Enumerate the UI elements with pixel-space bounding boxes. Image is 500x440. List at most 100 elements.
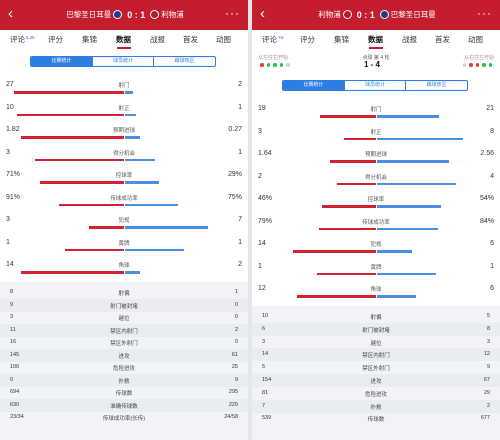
- shootout-left-note: 从左往右开始: [258, 55, 289, 61]
- tab-label: 首发: [183, 35, 198, 44]
- segment-0[interactable]: 比赛统计: [283, 81, 344, 90]
- stat-home-value: 1: [258, 262, 262, 270]
- list-item: 10 射偏 5: [252, 310, 500, 323]
- penalty-dot: [475, 63, 479, 67]
- more-icon[interactable]: ···: [477, 6, 492, 20]
- list-item: 7 扑救 2: [252, 399, 500, 413]
- list-stat-name: 射偏: [118, 291, 130, 297]
- more-icon[interactable]: ···: [225, 6, 240, 20]
- active-tab-indicator: [369, 47, 383, 49]
- stat-home-value: 1.64: [258, 150, 272, 157]
- stat-away-value: 6: [490, 285, 494, 292]
- stat-row: 19 射门 21: [252, 104, 500, 124]
- tab-label: 评论: [262, 35, 277, 44]
- home-stat-bar: [297, 295, 376, 298]
- stat-home-value: 27: [6, 81, 14, 88]
- segment-1[interactable]: 球员统计: [343, 81, 406, 90]
- stat-row: 1 黄牌 1: [252, 262, 500, 282]
- left-screen: ‹ 巴黎圣日耳曼 0 : 1 利物浦 ··· 评论6.2k 评分 集锦 数据 战报 首发 动图比赛统计…: [0, 0, 248, 440]
- stat-name: 射正: [370, 129, 382, 136]
- penalty-dot: [482, 63, 486, 67]
- match-title: 巴黎圣日耳曼 0 : 1 利物浦: [26, 9, 224, 20]
- stat-away-value: 8: [490, 127, 494, 135]
- stat-name: 控球率: [115, 173, 133, 179]
- list-home-value: 3: [262, 338, 266, 345]
- stat-home-value: 3: [6, 148, 10, 156]
- list-stat-name: 危险进攻: [112, 366, 135, 372]
- home-stat-bar: [322, 205, 376, 208]
- list-home-value: 3: [10, 314, 14, 320]
- list-home-value: 145: [10, 351, 20, 358]
- tab-6[interactable]: 动图: [468, 34, 483, 45]
- tab-4[interactable]: 战报: [150, 34, 165, 45]
- away-stat-bar: [125, 203, 178, 206]
- list-stat-name: 禁区内射门: [110, 328, 138, 335]
- stat-home-value: 1: [6, 238, 10, 246]
- list-away-value: 0: [234, 301, 238, 308]
- tab-1[interactable]: 评分: [300, 34, 315, 45]
- list-stat-name: 禁区外射门: [110, 341, 138, 347]
- tab-label: 数据: [116, 35, 131, 44]
- tab-5[interactable]: 首发: [183, 34, 198, 45]
- list-stat-name: 准确传球数: [110, 403, 138, 410]
- tab-label: 集锦: [334, 35, 349, 44]
- tab-0[interactable]: 评论6.2k: [10, 34, 35, 45]
- away-stat-bar: [125, 226, 208, 229]
- list-item: 145 进攻 61: [0, 348, 248, 362]
- home-penalty-dots: [260, 63, 290, 67]
- stat-name: 黄牌: [118, 240, 130, 247]
- tab-3[interactable]: 数据: [116, 34, 131, 45]
- penalty-dot: [286, 63, 290, 67]
- penalty-dot: [260, 63, 264, 67]
- away-stat-bar: [377, 205, 441, 208]
- tab-bar: 评论7w 评分 集锦 数据 战报 首发 动图: [252, 30, 500, 52]
- stat-home-value: 12: [258, 285, 266, 292]
- tab-2[interactable]: 集锦: [82, 34, 97, 45]
- list-stat-name: 进攻: [118, 353, 130, 360]
- list-stat-name: 越位: [370, 340, 382, 347]
- tab-0[interactable]: 评论7w: [262, 34, 284, 45]
- tab-3[interactable]: 数据: [368, 34, 383, 45]
- penalty-dot: [462, 63, 466, 67]
- segment-0[interactable]: 比赛统计: [31, 57, 92, 66]
- segment-1[interactable]: 球员统计: [91, 57, 154, 66]
- stat-away-value: 1: [238, 103, 242, 111]
- tab-label: 动图: [216, 35, 231, 44]
- match-header: ‹ 巴黎圣日耳曼 0 : 1 利物浦 ···: [0, 0, 248, 30]
- list-stat-name: 进攻: [370, 379, 382, 385]
- penalty-dot: [488, 63, 492, 67]
- stat-away-value: 84%: [479, 217, 494, 225]
- tab-1[interactable]: 评分: [48, 34, 63, 45]
- match-title: 利物浦 0 : 1 巴黎圣日耳曼: [278, 9, 476, 20]
- list-stat-name: 越位: [118, 316, 130, 322]
- list-away-value: 5: [486, 313, 490, 319]
- tab-5[interactable]: 首发: [435, 34, 450, 45]
- tab-2[interactable]: 集锦: [334, 34, 349, 45]
- stat-away-value: 1: [238, 238, 242, 246]
- list-home-value: 539: [262, 415, 272, 422]
- stat-row: 91% 传球成功率 75%: [0, 193, 248, 213]
- home-stat-bar: [293, 250, 376, 253]
- home-stat-bar: [330, 160, 376, 163]
- stat-home-value: 79%: [258, 217, 273, 225]
- tab-4[interactable]: 战报: [402, 34, 417, 45]
- home-crest-icon: [342, 10, 352, 19]
- tab-label: 评论: [10, 35, 25, 44]
- list-item: 11 禁区内射门 2: [0, 323, 248, 337]
- list-stat-name: 扑救: [118, 378, 130, 385]
- stat-name: 预期进球: [112, 128, 135, 134]
- stat-away-value: 75%: [227, 193, 242, 201]
- active-tab-indicator: [117, 47, 131, 49]
- segment-2[interactable]: 踢球热区: [153, 57, 215, 66]
- away-penalty-dots: [462, 63, 492, 67]
- away-stat-bar: [125, 136, 140, 139]
- back-icon[interactable]: ‹: [8, 5, 13, 22]
- back-icon[interactable]: ‹: [260, 5, 265, 22]
- stat-row: 14 犯规 6: [252, 239, 500, 259]
- segment-2[interactable]: 踢球热区: [405, 81, 467, 90]
- list-away-value: 8: [486, 325, 490, 332]
- list-away-value: 1: [234, 289, 238, 295]
- penalty-dot: [469, 63, 473, 67]
- tab-6[interactable]: 动图: [216, 34, 231, 45]
